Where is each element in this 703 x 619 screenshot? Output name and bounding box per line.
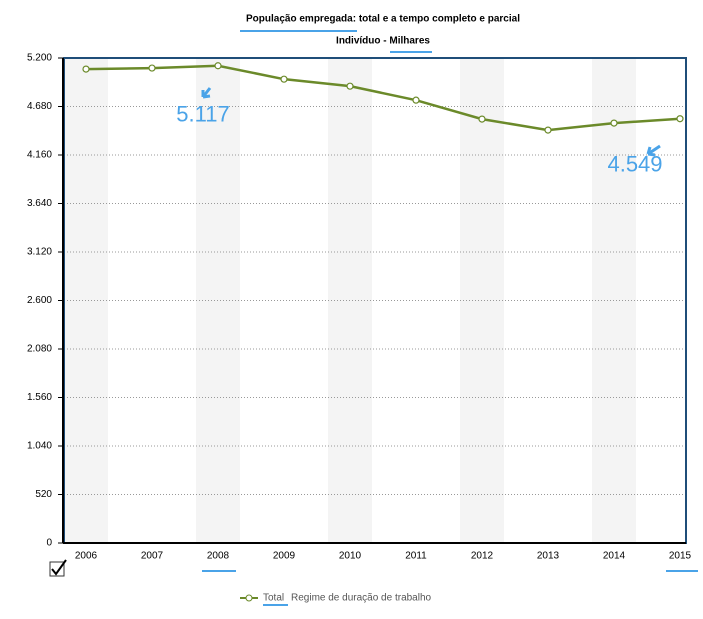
x-tick-label: 2011	[405, 551, 427, 562]
point	[610, 119, 618, 127]
y-tick-label: 0	[46, 538, 52, 549]
chart-title: População empregada: total e a tempo com…	[246, 14, 520, 25]
y-tick-label: 3.120	[27, 247, 52, 258]
x-tick-label: 2009	[273, 551, 296, 562]
arrow	[201, 87, 212, 99]
chart-subtitle: Indivíduo - Milhares	[336, 36, 430, 47]
y-tick-label: 520	[35, 489, 52, 500]
point	[214, 62, 222, 70]
x-tick-label: 2012	[471, 551, 494, 562]
point	[280, 75, 288, 83]
point	[478, 115, 486, 123]
x-tick-label: 2008	[207, 551, 230, 562]
y-tick-label: 1.040	[27, 441, 52, 452]
y-tick-label: 1.560	[27, 392, 52, 403]
x-tick-label: 2015	[669, 551, 692, 562]
checkmark	[51, 559, 67, 576]
point	[148, 64, 156, 72]
arrow	[646, 144, 661, 157]
checkbox[interactable]	[49, 561, 65, 577]
line	[85, 64, 681, 132]
point	[676, 115, 684, 123]
legend-swatch	[245, 594, 253, 602]
legend-label: Total	[263, 593, 284, 604]
point	[82, 65, 90, 73]
y-tick-label: 4.680	[27, 101, 52, 112]
point	[544, 126, 552, 134]
y-tick-label: 2.080	[27, 344, 52, 355]
point	[412, 96, 420, 104]
y-tick-label: 3.640	[27, 198, 52, 209]
x-tick-label: 2013	[537, 551, 560, 562]
y-tick-label: 4.160	[27, 150, 52, 161]
x-tick-label: 2007	[141, 551, 164, 562]
x-tick-label: 2010	[339, 551, 362, 562]
x-tick-label: 2014	[603, 551, 626, 562]
x-tick-label: 2006	[75, 551, 98, 562]
plot: 0 520 1.040 1.560 2.080 2.600 3.120 3.640 4.160 4…	[27, 53, 692, 562]
point	[346, 82, 354, 90]
y-tick-label: 5.200	[27, 53, 52, 64]
y-tick-label: 2.600	[27, 295, 52, 306]
legend-note: Regime de duração de trabalho	[291, 593, 432, 604]
data-label: 5.117	[176, 102, 229, 127]
